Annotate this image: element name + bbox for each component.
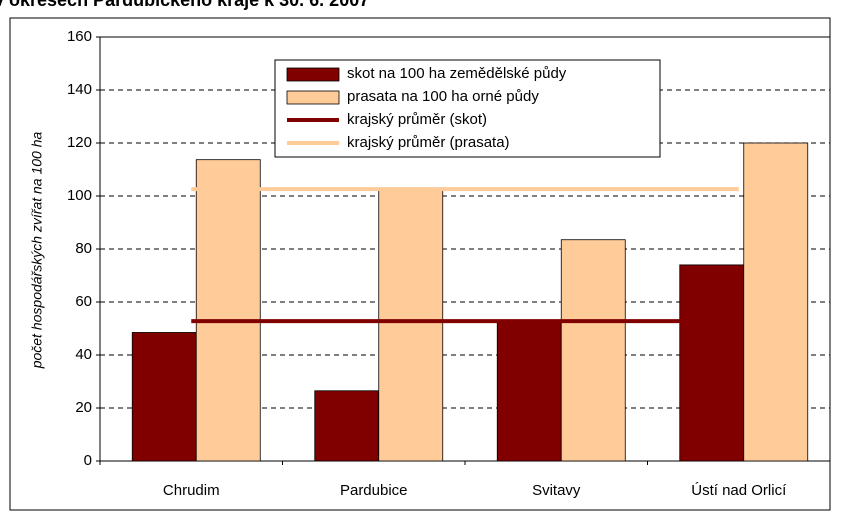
- y-tick-label: 0: [84, 452, 92, 469]
- y-tick-label: 140: [67, 81, 92, 98]
- x-tick-label: Svitavy: [532, 482, 581, 499]
- legend-label: krajský průměr (skot): [347, 111, 487, 128]
- y-tick-label: 20: [75, 399, 92, 416]
- legend-swatch: [286, 90, 340, 105]
- bar: [496, 320, 562, 462]
- chart-title: v okresech Pardubického kraje k 30. 6. 2…: [0, 0, 369, 10]
- bar: [560, 239, 626, 462]
- bar: [679, 264, 745, 462]
- legend-label: krajský průměr (prasata): [347, 134, 510, 151]
- bar: [131, 332, 197, 462]
- x-tick-label: Ústí nad Orlicí: [691, 482, 787, 499]
- x-tick-label: Pardubice: [340, 482, 408, 499]
- y-tick-label: 160: [67, 28, 92, 45]
- bar: [195, 159, 261, 462]
- bar: [743, 142, 809, 462]
- y-tick-label: 40: [75, 346, 92, 363]
- y-tick-label: 120: [67, 134, 92, 151]
- y-tick-label: 100: [67, 187, 92, 204]
- x-tick-label: Chrudim: [163, 482, 220, 499]
- y-tick-label: 60: [75, 293, 92, 310]
- y-axis-label: počet hospodářských zvířat na 100 ha: [29, 131, 45, 369]
- legend-label: prasata na 100 ha orné půdy: [347, 88, 539, 105]
- legend-label: skot na 100 ha zemědělské půdy: [347, 65, 567, 82]
- bar: [378, 187, 444, 462]
- legend-swatch: [286, 67, 340, 82]
- y-tick-label: 80: [75, 240, 92, 257]
- bar: [314, 390, 380, 462]
